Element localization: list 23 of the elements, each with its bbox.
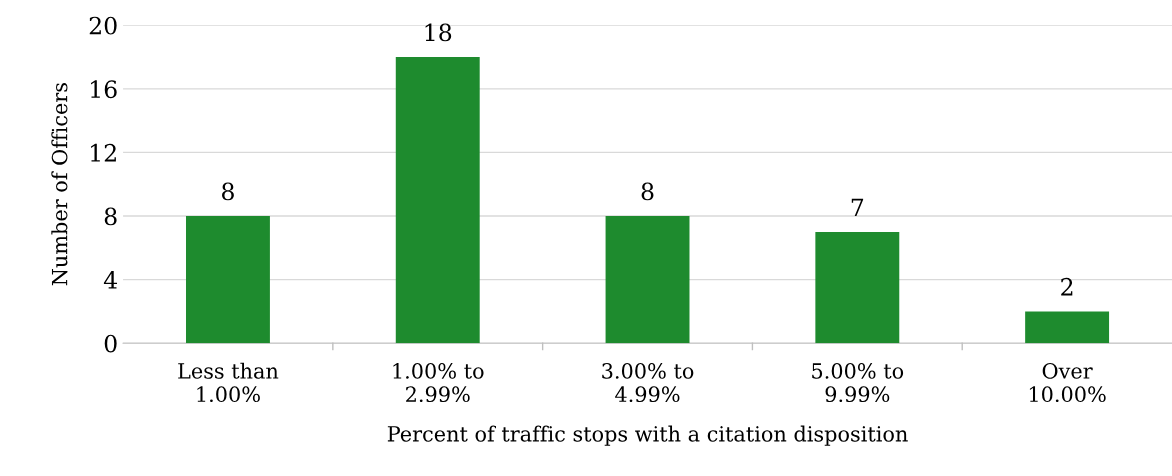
x-tick-label: 1.00% to 2.99% xyxy=(393,363,484,403)
y-axis-title: Number of Officers xyxy=(51,83,68,286)
x-tick-label: 5.00% to 9.99% xyxy=(812,363,904,403)
bar xyxy=(186,216,270,344)
bar xyxy=(1025,311,1110,344)
y-tick-label: 16 xyxy=(91,80,117,99)
data-label: 18 xyxy=(425,23,452,42)
x-tick-label: Less than 1.00% xyxy=(178,362,279,403)
y-tick-label: 8 xyxy=(104,207,117,226)
data-label: 8 xyxy=(641,182,654,201)
y-tick-label: 12 xyxy=(91,143,116,162)
data-label: 7 xyxy=(851,198,864,216)
x-axis-title: Percent of traffic stops with a citation disposition xyxy=(387,425,908,446)
bar xyxy=(605,216,690,344)
y-tick-label: 4 xyxy=(103,271,118,289)
x-tick-label: 3.00% to 4.99% xyxy=(602,363,694,403)
data-label: 8 xyxy=(222,182,234,201)
data-label: 2 xyxy=(1061,277,1073,296)
y-tick-label: 0 xyxy=(104,334,117,353)
x-tick-label: Over 10.00% xyxy=(1029,363,1106,403)
bar xyxy=(395,57,480,344)
y-tick-label: 20 xyxy=(89,16,117,35)
bar xyxy=(815,231,900,344)
